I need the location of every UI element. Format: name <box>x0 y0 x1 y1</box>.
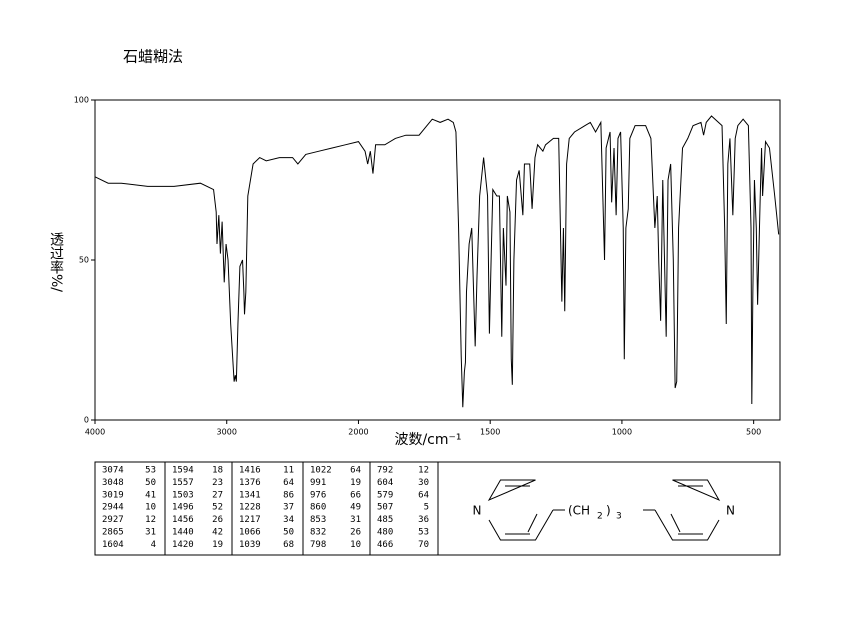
peak-transmittance: 68 <box>283 540 294 550</box>
x-tick-label: 2000 <box>348 428 368 437</box>
peak-transmittance: 12 <box>145 515 156 525</box>
y-tick-label: 50 <box>79 256 89 265</box>
peak-transmittance: 86 <box>283 490 294 500</box>
peak-transmittance: 53 <box>418 528 429 538</box>
peak-wavenumber: 3048 <box>102 478 124 488</box>
peak-transmittance: 11 <box>283 466 294 476</box>
structure-label: (CH <box>568 504 590 518</box>
chart-title: 石蜡糊法 <box>123 48 183 66</box>
peak-wavenumber: 1376 <box>239 478 261 488</box>
peak-wavenumber: 1557 <box>172 478 194 488</box>
structure-subscript: 3 <box>616 512 622 522</box>
y-tick-label: 0 <box>84 416 89 425</box>
peak-wavenumber: 1420 <box>172 540 194 550</box>
peak-wavenumber: 1503 <box>172 490 194 500</box>
peak-wavenumber: 1594 <box>172 466 194 476</box>
x-tick-label: 3000 <box>217 428 237 437</box>
peak-wavenumber: 579 <box>377 490 393 500</box>
y-axis-label: 透过率%/ <box>48 232 64 292</box>
peak-wavenumber: 853 <box>310 515 326 525</box>
peak-wavenumber: 1022 <box>310 466 332 476</box>
peak-transmittance: 36 <box>418 515 429 525</box>
peak-wavenumber: 1440 <box>172 528 194 538</box>
peak-wavenumber: 976 <box>310 490 326 500</box>
peak-wavenumber: 798 <box>310 540 326 550</box>
peak-transmittance: 10 <box>145 503 156 513</box>
peak-transmittance: 53 <box>145 466 156 476</box>
peak-wavenumber: 2927 <box>102 515 124 525</box>
peak-wavenumber: 2944 <box>102 503 124 513</box>
peak-transmittance: 50 <box>145 478 156 488</box>
peak-wavenumber: 991 <box>310 478 326 488</box>
peak-transmittance: 18 <box>212 466 223 476</box>
peak-transmittance: 64 <box>418 490 429 500</box>
peak-transmittance: 19 <box>350 478 361 488</box>
peak-transmittance: 50 <box>283 528 294 538</box>
peak-wavenumber: 1228 <box>239 503 261 513</box>
peak-transmittance: 5 <box>424 503 429 513</box>
peak-wavenumber: 466 <box>377 540 393 550</box>
peak-wavenumber: 860 <box>310 503 326 513</box>
peak-transmittance: 34 <box>283 515 294 525</box>
peak-wavenumber: 1217 <box>239 515 261 525</box>
table-dividers <box>164 462 439 555</box>
spectrum-line <box>94 115 780 408</box>
peak-transmittance: 4 <box>151 540 156 550</box>
peak-wavenumber: 1496 <box>172 503 194 513</box>
peak-wavenumber: 480 <box>377 528 393 538</box>
peak-wavenumber: 2865 <box>102 528 124 538</box>
x-tick-label: 500 <box>746 428 761 437</box>
atom-label: N <box>726 504 735 518</box>
structure-label: ) <box>606 504 611 518</box>
peak-wavenumber: 1416 <box>239 466 261 476</box>
peak-transmittance: 66 <box>350 490 361 500</box>
peak-transmittance: 52 <box>212 503 223 513</box>
peak-wavenumber: 1066 <box>239 528 261 538</box>
peak-transmittance: 64 <box>350 466 361 476</box>
peak-wavenumber: 507 <box>377 503 393 513</box>
peak-transmittance: 64 <box>283 478 294 488</box>
peak-wavenumber: 1039 <box>239 540 261 550</box>
structure-subscript: 2 <box>597 512 603 522</box>
peak-wavenumber: 832 <box>310 528 326 538</box>
peak-wavenumber: 792 <box>377 466 393 476</box>
peak-transmittance: 41 <box>145 490 156 500</box>
peak-transmittance: 19 <box>212 540 223 550</box>
peak-transmittance: 31 <box>145 528 156 538</box>
x-tick-label: 1000 <box>612 428 632 437</box>
peak-transmittance: 26 <box>212 515 223 525</box>
structure-drawing <box>487 479 721 541</box>
peak-wavenumber: 1604 <box>102 540 124 550</box>
peak-transmittance: 31 <box>350 515 361 525</box>
x-tick-label: 1500 <box>480 428 500 437</box>
peak-wavenumber: 485 <box>377 515 393 525</box>
peak-transmittance: 10 <box>350 540 361 550</box>
peak-transmittance: 30 <box>418 478 429 488</box>
x-axis-label: 波数/cm⁻¹ <box>394 432 461 448</box>
peak-transmittance: 27 <box>212 490 223 500</box>
peak-wavenumber: 604 <box>377 478 393 488</box>
peak-transmittance: 42 <box>212 528 223 538</box>
peak-wavenumber: 1341 <box>239 490 261 500</box>
peak-transmittance: 70 <box>418 540 429 550</box>
peak-wavenumber: 3074 <box>102 466 124 476</box>
peak-wavenumber: 3019 <box>102 490 124 500</box>
peak-transmittance: 26 <box>350 528 361 538</box>
peak-transmittance: 37 <box>283 503 294 513</box>
peak-transmittance: 49 <box>350 503 361 513</box>
peak-transmittance: 23 <box>212 478 223 488</box>
peak-transmittance: 12 <box>418 466 429 476</box>
y-tick-label: 100 <box>74 96 89 105</box>
atom-label: N <box>473 504 482 518</box>
x-tick-label: 4000 <box>85 428 105 437</box>
peak-wavenumber: 1456 <box>172 515 194 525</box>
